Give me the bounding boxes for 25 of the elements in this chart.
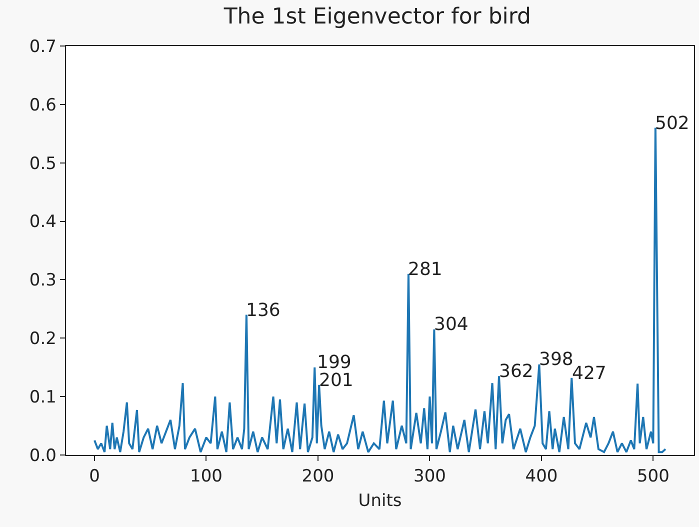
x-tick-label: 400 <box>525 466 558 487</box>
annotation: 398 <box>539 349 574 370</box>
y-tick-label: 0.3 <box>29 270 56 291</box>
y-tick-label: 0.1 <box>29 388 56 408</box>
y-tick-label: 0.0 <box>29 446 56 466</box>
annotation: 304 <box>434 314 468 335</box>
x-tick-label: 300 <box>414 466 446 487</box>
y-tick-label: 0.5 <box>29 154 56 174</box>
annotation: 281 <box>408 259 442 280</box>
annotation: 362 <box>499 361 534 382</box>
annotation: 136 <box>246 300 280 321</box>
x-tick-label: 500 <box>636 466 670 487</box>
annotation: 201 <box>319 370 354 391</box>
x-tick-label: 200 <box>302 466 334 487</box>
y-tick-label: 0.7 <box>29 36 56 57</box>
x-tick-label: 100 <box>190 466 222 487</box>
annotation: 427 <box>572 363 606 384</box>
chart-title: The 1st Eigenvector for bird <box>222 4 532 30</box>
y-tick-label: 0.2 <box>29 329 56 350</box>
x-axis-title: Units <box>358 490 402 511</box>
y-tick-label: 0.4 <box>29 212 56 232</box>
x-tick-label: 0 <box>89 466 100 487</box>
y-tick-label: 0.6 <box>29 95 56 116</box>
annotation: 502 <box>655 113 690 134</box>
annotation: 199 <box>317 352 352 373</box>
